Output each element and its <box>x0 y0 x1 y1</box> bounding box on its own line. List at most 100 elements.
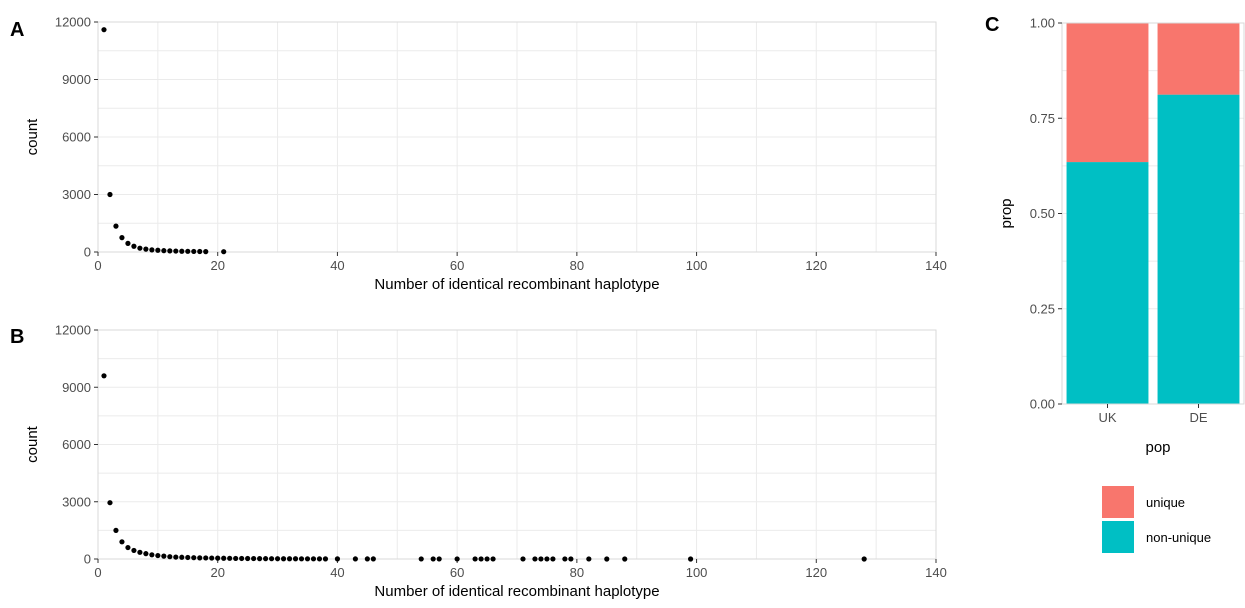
panel-a-y-tick-label: 9000 <box>62 72 91 87</box>
panel-c-x-axis-title: pop <box>1145 439 1170 456</box>
panel-c-y-tick-label: 1.00 <box>1030 16 1055 31</box>
panel-a-grid <box>97 21 937 253</box>
panel-a-data-point <box>161 248 167 254</box>
panel-a-data-point <box>173 248 179 254</box>
panel-a-data-point <box>179 248 185 254</box>
panel-b-data-point <box>239 555 245 562</box>
panel-b-data-point <box>125 544 131 551</box>
panel-b-data-point <box>203 555 209 561</box>
panel-a-data-point <box>125 240 131 246</box>
panel-a-data-point <box>137 245 143 251</box>
panel-b-data-point <box>316 556 323 562</box>
panel-b-grid <box>97 329 937 560</box>
panel-a-x-tick-label: 140 <box>925 258 947 273</box>
panel-a-data-point <box>197 248 203 255</box>
panel-b-data-point <box>245 555 251 562</box>
panel-c-y-axis-title: prop <box>998 198 1015 228</box>
panel-b-data-point <box>268 556 275 562</box>
panel-b-points <box>101 373 867 562</box>
panel-b-data-point <box>197 555 203 561</box>
panel-b-data-point <box>364 556 370 562</box>
panel-b-data-point <box>173 554 179 560</box>
panel-b-data-point <box>191 555 197 561</box>
panel-c-x-tick-label: DE <box>1189 410 1207 425</box>
panel-c-legend: unique non-unique <box>1102 486 1211 553</box>
panel-a-x-tick-label: 0 <box>94 258 101 273</box>
panel-c-bars <box>1066 23 1240 405</box>
panel-letter-c: C <box>985 14 999 36</box>
panel-c-y-tick-label: 0.75 <box>1030 111 1055 126</box>
panel-b-x-axis-title: Number of identical recombinant haplotyp… <box>374 583 659 600</box>
panel-b-data-point <box>334 556 341 562</box>
panel-b-data-point <box>478 556 484 562</box>
panel-b-data-point <box>107 500 113 506</box>
panel-b-data-point <box>155 552 161 559</box>
panel-b-x-tick-label: 0 <box>94 565 101 580</box>
panel-a-x-tick-label: 120 <box>805 258 827 273</box>
panel-b-data-point <box>161 553 167 559</box>
panel-c: C 0.00 0.25 0.50 0.75 1.00 UK DE pop prop uniq… <box>985 14 1245 553</box>
panel-c-x-tick-label: UK <box>1098 410 1116 425</box>
panel-b-data-point <box>113 527 119 533</box>
panel-a-x-tick-label: 40 <box>330 258 344 273</box>
panel-a-data-point <box>149 247 155 253</box>
panel-b-data-point <box>215 555 221 561</box>
panel-c-y-tick-label: 0.00 <box>1030 397 1055 412</box>
panel-b-y-tick-label: 9000 <box>62 380 91 395</box>
panel-a-x-tick-label: 20 <box>210 258 224 273</box>
panel-b-data-point <box>484 556 490 562</box>
panel-c-bar-uk-unique <box>1066 23 1149 163</box>
panel-b-data-point <box>604 556 610 562</box>
panel-b-data-point <box>418 556 424 562</box>
panel-b-data-point <box>550 556 556 562</box>
panel-a-y-tick-label: 12000 <box>55 15 91 30</box>
panel-a-data-point <box>167 248 173 254</box>
panel-a-x-axis-title: Number of identical recombinant haplotyp… <box>374 276 659 293</box>
panel-b-data-point <box>292 556 299 562</box>
panel-a-y-tick-label: 0 <box>84 245 91 260</box>
panel-b-data-point <box>233 555 239 562</box>
panel-a-data-point <box>221 249 227 255</box>
panel-b-data-point <box>221 555 227 561</box>
panel-b-data-point <box>209 555 215 561</box>
panel-a: A 0 20 40 60 80 100 120 140 0 3000 6000 9000 12000 N… <box>10 15 947 294</box>
panel-c-y-tick-label: 0.25 <box>1030 301 1055 316</box>
panel-b-x-tick-label: 120 <box>805 565 827 580</box>
panel-b-data-point <box>131 547 137 554</box>
panel-b-data-point <box>251 555 257 562</box>
panel-c-bar-de-non-unique <box>1157 94 1240 405</box>
panel-b-data-point <box>227 555 233 561</box>
panel-a-y-axis-title: count <box>24 118 41 156</box>
legend-key-unique <box>1102 486 1134 518</box>
panel-b-x-tick-label: 20 <box>210 565 224 580</box>
legend-label-unique: unique <box>1146 495 1185 510</box>
panel-a-data-point <box>113 223 119 229</box>
panel-b-data-point <box>472 556 478 562</box>
panel-b-data-point <box>562 556 568 562</box>
panel-b-data-point <box>137 549 143 555</box>
panel-b-data-point <box>322 556 329 562</box>
panel-a-data-point <box>191 248 197 255</box>
panel-b-axes: 0 20 40 60 80 100 120 140 0 3000 6000 9000 12000 <box>55 323 947 581</box>
panel-b-x-tick-label: 140 <box>925 565 947 580</box>
panel-b-data-point <box>185 554 191 561</box>
panel-b: B 0 20 40 60 80 100 120 140 0 3000 6000 9000 12000 N… <box>10 323 947 601</box>
panel-b-x-tick-label: 80 <box>570 565 584 580</box>
panel-b-data-point <box>119 539 125 545</box>
panel-c-axes: 0.00 0.25 0.50 0.75 1.00 UK DE <box>1030 16 1208 426</box>
panel-b-data-point <box>436 556 442 562</box>
panel-b-data-point <box>179 554 185 560</box>
panel-a-x-tick-label: 100 <box>686 258 708 273</box>
panel-b-data-point <box>544 556 550 562</box>
panel-b-data-point <box>454 556 460 562</box>
panel-b-data-point <box>430 556 436 562</box>
legend-label-non-unique: non-unique <box>1146 530 1211 545</box>
panel-a-axes: 0 20 40 60 80 100 120 140 0 3000 6000 9000 12000 <box>55 15 947 274</box>
panel-b-x-tick-label: 40 <box>330 565 344 580</box>
panel-letter-a: A <box>10 19 24 41</box>
panel-a-data-point <box>143 246 149 252</box>
panel-c-bar-uk-non-unique <box>1066 162 1149 404</box>
panel-a-data-point <box>155 247 161 253</box>
panel-b-data-point <box>310 556 317 562</box>
panel-b-data-point <box>352 556 358 562</box>
